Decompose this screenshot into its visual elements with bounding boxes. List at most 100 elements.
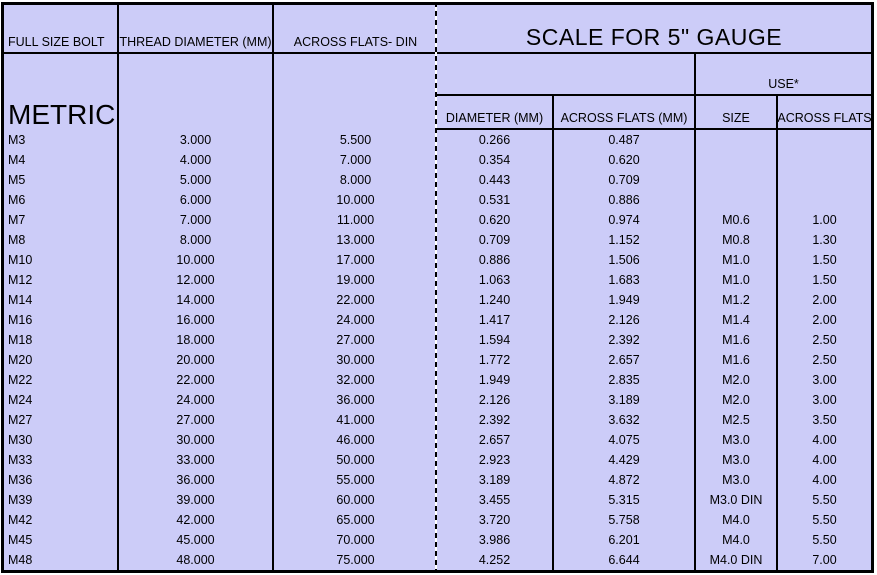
cell-across-flats-mm[interactable]: 0.709 — [552, 170, 694, 190]
cell-use-across-flats[interactable]: 4.00 — [776, 470, 871, 490]
cell-bolt[interactable]: M36 — [8, 472, 33, 487]
cell-use-across-flats[interactable]: 5.50 — [776, 510, 871, 530]
cell-bolt[interactable]: M20 — [8, 352, 33, 367]
cell-across-flats-din[interactable]: 60.000 — [272, 490, 437, 510]
cell-across-flats-mm[interactable]: 2.835 — [552, 370, 694, 390]
cell-diameter-mm[interactable]: 1.063 — [478, 272, 511, 287]
cell-use-size[interactable] — [694, 170, 776, 190]
cell-across-flats-din[interactable]: 55.000 — [272, 470, 437, 490]
cell-thread-diameter[interactable]: 10.000 — [117, 250, 272, 270]
cell-thread-diameter[interactable]: 36.000 — [117, 470, 272, 490]
cell-bolt[interactable]: M45 — [8, 532, 33, 547]
cell-use-across-flats[interactable]: 4.00 — [776, 450, 871, 470]
cell-thread-diameter[interactable]: 6.000 — [117, 190, 272, 210]
cell-across-flats-mm[interactable]: 2.392 — [552, 330, 694, 350]
cell-diameter-mm[interactable]: 3.189 — [478, 472, 511, 487]
cell-use-across-flats[interactable]: 3.50 — [776, 410, 871, 430]
cell-across-flats-mm[interactable]: 6.201 — [552, 530, 694, 550]
cell-bolt[interactable]: M18 — [8, 332, 33, 347]
cell-bolt[interactable]: M39 — [8, 492, 33, 507]
cell-use-across-flats[interactable]: 2.00 — [776, 290, 871, 310]
cell-thread-diameter[interactable]: 22.000 — [117, 370, 272, 390]
cell-bolt[interactable]: M16 — [8, 312, 33, 327]
cell-diameter-mm[interactable]: 2.657 — [478, 432, 511, 447]
cell-across-flats-din[interactable]: 8.000 — [272, 170, 437, 190]
cell-across-flats-mm[interactable]: 2.657 — [552, 350, 694, 370]
cell-use-size[interactable]: M1.2 — [694, 290, 776, 310]
cell-diameter-mm[interactable]: 0.531 — [478, 192, 511, 207]
cell-diameter-mm[interactable]: 1.240 — [478, 292, 511, 307]
cell-across-flats-din[interactable]: 11.000 — [272, 210, 437, 230]
metric-label-cell[interactable]: METRIC — [8, 99, 116, 130]
cell-across-flats-din[interactable]: 46.000 — [272, 430, 437, 450]
cell-across-flats-din[interactable]: 7.000 — [272, 150, 437, 170]
cell-use-across-flats[interactable]: 5.50 — [776, 530, 871, 550]
cell-bolt[interactable]: M22 — [8, 372, 33, 387]
cell-bolt[interactable]: M10 — [8, 252, 33, 267]
cell-use-size[interactable]: M4.0 DIN — [694, 550, 776, 570]
cell-thread-diameter[interactable]: 5.000 — [117, 170, 272, 190]
cell-thread-diameter[interactable]: 7.000 — [117, 210, 272, 230]
cell-diameter-mm[interactable]: 0.354 — [478, 152, 511, 167]
cell-across-flats-mm[interactable]: 1.506 — [552, 250, 694, 270]
cell-diameter-mm[interactable]: 0.709 — [478, 232, 511, 247]
cell-diameter-mm[interactable]: 2.923 — [478, 452, 511, 467]
cell-thread-diameter[interactable]: 14.000 — [117, 290, 272, 310]
cell-use-size[interactable] — [694, 190, 776, 210]
cell-across-flats-mm[interactable]: 5.315 — [552, 490, 694, 510]
empty-cell-across-flats-din[interactable] — [272, 54, 437, 130]
cell-use-across-flats[interactable] — [776, 150, 871, 170]
cell-across-flats-mm[interactable]: 4.872 — [552, 470, 694, 490]
cell-use-across-flats[interactable]: 5.50 — [776, 490, 871, 510]
cell-diameter-mm[interactable]: 3.720 — [478, 512, 511, 527]
cell-use-across-flats[interactable]: 2.50 — [776, 350, 871, 370]
cell-thread-diameter[interactable]: 42.000 — [117, 510, 272, 530]
cell-bolt[interactable]: M7 — [8, 212, 26, 227]
cell-bolt[interactable]: M33 — [8, 452, 33, 467]
cell-across-flats-din[interactable]: 30.000 — [272, 350, 437, 370]
cell-use-across-flats[interactable]: 1.30 — [776, 230, 871, 250]
cell-across-flats-mm[interactable]: 0.620 — [552, 150, 694, 170]
header-thread-diameter[interactable]: THREAD DIAMETER (MM) — [117, 5, 272, 54]
cell-thread-diameter[interactable]: 30.000 — [117, 430, 272, 450]
cell-bolt[interactable]: M8 — [8, 232, 26, 247]
cell-use-across-flats[interactable]: 1.50 — [776, 250, 871, 270]
cell-diameter-mm[interactable]: 0.886 — [478, 252, 511, 267]
cell-use-across-flats[interactable]: 7.00 — [776, 550, 871, 570]
cell-bolt[interactable]: M14 — [8, 292, 33, 307]
cell-use-size[interactable]: M4.0 — [694, 510, 776, 530]
cell-bolt[interactable]: M48 — [8, 552, 33, 567]
cell-across-flats-din[interactable]: 24.000 — [272, 310, 437, 330]
cell-thread-diameter[interactable]: 48.000 — [117, 550, 272, 570]
cell-bolt[interactable]: M24 — [8, 392, 33, 407]
cell-bolt[interactable]: M30 — [8, 432, 33, 447]
cell-use-across-flats[interactable]: 3.00 — [776, 390, 871, 410]
cell-diameter-mm[interactable]: 3.986 — [478, 532, 511, 547]
cell-diameter-mm[interactable]: 3.455 — [478, 492, 511, 507]
cell-use-across-flats[interactable]: 4.00 — [776, 430, 871, 450]
cell-bolt[interactable]: M3 — [8, 132, 26, 147]
cell-use-size[interactable]: M1.6 — [694, 350, 776, 370]
cell-thread-diameter[interactable]: 33.000 — [117, 450, 272, 470]
cell-thread-diameter[interactable]: 12.000 — [117, 270, 272, 290]
cell-use-size[interactable]: M0.6 — [694, 210, 776, 230]
cell-across-flats-din[interactable]: 50.000 — [272, 450, 437, 470]
cell-use-size[interactable]: M2.0 — [694, 390, 776, 410]
cell-thread-diameter[interactable]: 45.000 — [117, 530, 272, 550]
cell-diameter-mm[interactable]: 0.443 — [478, 172, 511, 187]
cell-across-flats-mm[interactable]: 4.075 — [552, 430, 694, 450]
cell-across-flats-mm[interactable]: 0.974 — [552, 210, 694, 230]
cell-across-flats-mm[interactable]: 3.632 — [552, 410, 694, 430]
cell-thread-diameter[interactable]: 18.000 — [117, 330, 272, 350]
cell-use-across-flats[interactable] — [776, 170, 871, 190]
cell-across-flats-din[interactable]: 36.000 — [272, 390, 437, 410]
cell-use-size[interactable]: M3.0 — [694, 430, 776, 450]
cell-across-flats-din[interactable]: 10.000 — [272, 190, 437, 210]
cell-bolt[interactable]: M6 — [8, 192, 26, 207]
cell-thread-diameter[interactable]: 8.000 — [117, 230, 272, 250]
cell-use-across-flats[interactable] — [776, 130, 871, 150]
cell-across-flats-din[interactable]: 70.000 — [272, 530, 437, 550]
cell-use-size[interactable]: M2.5 — [694, 410, 776, 430]
cell-bolt[interactable]: M27 — [8, 412, 33, 427]
cell-diameter-mm[interactable]: 2.126 — [478, 392, 511, 407]
